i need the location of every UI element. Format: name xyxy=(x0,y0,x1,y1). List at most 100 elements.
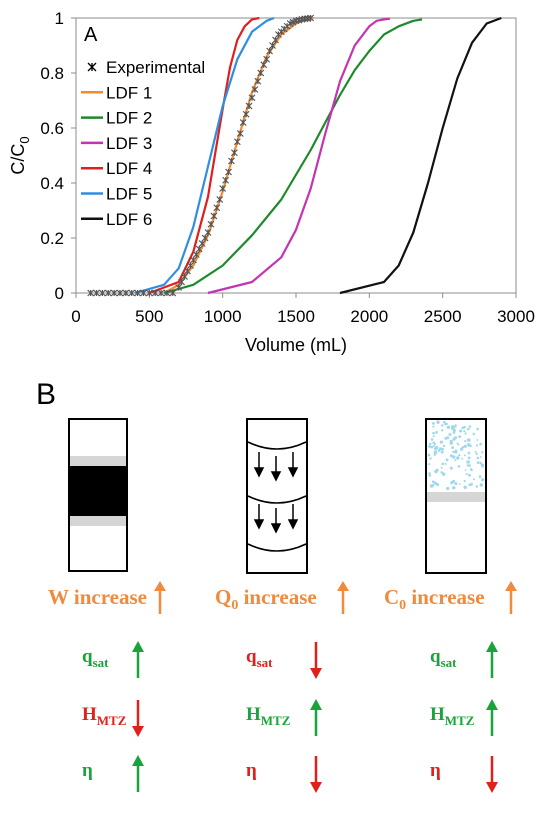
legend-label-ldf-4: LDF 4 xyxy=(106,159,152,178)
experimental-point xyxy=(128,289,136,297)
solute-particle xyxy=(433,453,437,456)
flow-arrows xyxy=(253,452,299,534)
solute-particle xyxy=(441,462,445,466)
experimental-point xyxy=(307,14,315,22)
solute-particle xyxy=(446,425,451,429)
y-axis-label: C/C0 xyxy=(8,136,32,174)
solute-particle xyxy=(463,480,466,483)
solute-particle xyxy=(461,446,465,449)
solute-particle xyxy=(431,480,435,484)
experimental-point xyxy=(233,138,241,146)
solute-particle xyxy=(468,425,472,428)
solute-particle xyxy=(465,473,468,476)
experimental-point xyxy=(145,289,153,297)
solute-particle xyxy=(434,446,439,450)
c0-increase-label: C0 increase xyxy=(384,585,485,614)
solute-particle xyxy=(476,456,480,460)
solute-particle xyxy=(458,435,462,438)
experimental-point xyxy=(169,289,177,297)
solute-particle xyxy=(430,438,434,441)
solute-particle xyxy=(440,450,444,454)
experimental-point xyxy=(178,278,186,286)
experimental-point xyxy=(204,229,212,236)
x-tick-label: 3000 xyxy=(497,307,535,326)
experimental-point xyxy=(272,36,279,44)
experimental-point xyxy=(134,289,142,297)
solute-particle xyxy=(457,465,461,468)
experimental-point xyxy=(263,55,271,63)
solute-particle xyxy=(466,460,470,464)
experimental-point xyxy=(254,77,262,85)
legend-marker-experimental xyxy=(87,62,97,72)
experimental-point xyxy=(210,212,218,220)
down-arrow-icon xyxy=(310,642,322,679)
effect-label-eta: η xyxy=(82,760,93,781)
solute-particle xyxy=(452,428,456,433)
solute-particle xyxy=(452,479,455,482)
solute-particle xyxy=(445,458,449,462)
solute-particle xyxy=(436,483,440,487)
experimental-point xyxy=(248,94,256,102)
experimental-point xyxy=(266,47,274,55)
solute-particle xyxy=(481,478,485,482)
experimental-point xyxy=(192,251,200,258)
experimental-point xyxy=(251,86,259,93)
solute-particle xyxy=(468,464,471,467)
solute-particle xyxy=(441,472,446,476)
solute-particle xyxy=(461,457,464,460)
solute-particle xyxy=(467,442,469,445)
experimental-point xyxy=(110,289,118,297)
solute-particle xyxy=(452,455,456,459)
solute-particle xyxy=(428,463,431,466)
solute-particle xyxy=(454,425,457,428)
experimental-point xyxy=(236,130,244,137)
solute-particle xyxy=(439,440,443,444)
solute-particle xyxy=(452,486,456,490)
experimental-point xyxy=(228,157,235,165)
q0-increase-label: Q0 increase xyxy=(215,585,317,614)
effect-label-eta: η xyxy=(246,760,257,781)
experimental-point xyxy=(230,149,238,157)
solute-particle xyxy=(440,471,443,474)
solute-particle xyxy=(456,442,459,445)
experimental-point xyxy=(195,245,203,253)
legend-label-ldf-3: LDF 3 xyxy=(106,134,152,153)
up-arrow-icon xyxy=(132,641,144,678)
effect-label-sat: qsat xyxy=(430,646,457,670)
solute-particle xyxy=(463,485,467,489)
solute-particles xyxy=(427,420,485,491)
legend-label-ldf-1: LDF 1 xyxy=(106,83,152,102)
solute-particle xyxy=(432,441,436,445)
solute-particle xyxy=(448,433,452,436)
solute-particle xyxy=(459,429,463,433)
experimental-point xyxy=(184,267,191,275)
solute-particle xyxy=(475,485,479,488)
solute-particle xyxy=(475,452,478,456)
legend-label-ldf-6: LDF 6 xyxy=(106,210,152,229)
experimental-point xyxy=(104,289,112,297)
w-increase-arrow-icon xyxy=(154,581,166,614)
x-tick-label: 0 xyxy=(71,307,80,326)
solute-particle xyxy=(442,444,446,448)
experimental-point xyxy=(260,61,268,69)
solute-particle xyxy=(440,466,443,469)
solute-particle xyxy=(479,442,482,446)
solute-particle xyxy=(432,431,435,435)
solute-particle xyxy=(452,450,455,453)
solute-particle xyxy=(467,427,470,431)
experimental-point xyxy=(186,262,194,269)
solute-particle xyxy=(449,466,453,470)
experimental-point xyxy=(239,119,247,126)
solute-particle xyxy=(452,431,456,434)
solute-particle xyxy=(432,422,435,425)
solute-particle xyxy=(441,424,444,427)
solute-particle xyxy=(428,445,431,448)
solute-particle xyxy=(452,437,456,441)
solute-particle xyxy=(449,441,453,445)
column-w-adsorbent-bed xyxy=(70,466,126,516)
experimental-point xyxy=(87,289,95,297)
experimental-point xyxy=(116,289,124,297)
solute-particle xyxy=(430,445,434,449)
up-arrow-icon xyxy=(486,699,498,736)
solute-particle xyxy=(472,478,475,481)
